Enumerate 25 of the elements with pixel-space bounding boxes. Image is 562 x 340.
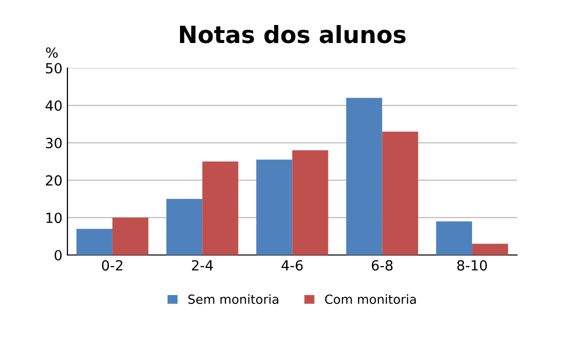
bar <box>112 218 148 255</box>
bar <box>166 198 202 255</box>
y-tick-label: 10 <box>46 212 62 224</box>
x-tick-label: 6-8 <box>372 260 393 271</box>
y-tick-label: 30 <box>46 138 62 148</box>
y-axis-title: % <box>46 47 58 58</box>
x-tick-label: 4-6 <box>282 260 303 271</box>
x-tick-label: 2-4 <box>192 260 213 270</box>
bar <box>346 98 382 255</box>
legend-label: Com monitoria <box>325 294 416 304</box>
bar <box>436 221 472 255</box>
y-tick-label: 0 <box>54 250 62 260</box>
bar <box>202 162 238 255</box>
bar <box>76 228 112 255</box>
y-tick-label: 20 <box>46 175 62 186</box>
bar <box>292 150 328 255</box>
bar <box>256 160 292 255</box>
y-tick-label: 50 <box>46 62 62 74</box>
bar <box>382 132 418 255</box>
chart-title: Notas dos alunos <box>180 25 406 44</box>
x-tick-label: 8-10 <box>457 260 487 271</box>
legend-label: Sem monitoria <box>188 294 278 304</box>
x-tick-label: 0-2 <box>102 260 122 271</box>
y-tick-label: 40 <box>46 100 62 111</box>
bar <box>472 244 508 255</box>
